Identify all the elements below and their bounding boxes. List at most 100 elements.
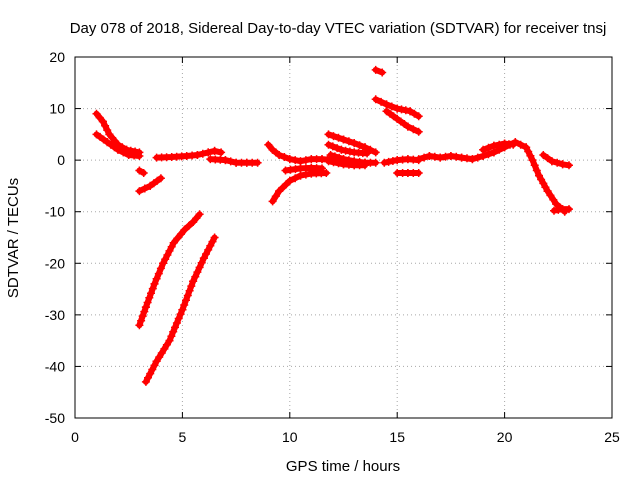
plus-marker [414, 169, 423, 177]
plus-marker [329, 158, 338, 167]
plus-marker [468, 155, 477, 164]
plus-marker [553, 158, 562, 167]
plus-marker [199, 254, 208, 263]
plus-marker [119, 148, 128, 157]
plus-marker [329, 132, 338, 141]
plus-marker [161, 255, 170, 264]
series-track-06 [141, 233, 219, 386]
plus-marker [397, 105, 406, 114]
series-track-11 [281, 163, 326, 175]
plus-marker [420, 153, 429, 162]
plus-marker [547, 157, 556, 166]
series-track-17 [371, 95, 423, 121]
plus-marker [177, 230, 185, 239]
data-series-layer [92, 65, 573, 386]
plus-marker [148, 284, 157, 293]
plus-marker [522, 143, 531, 152]
series-track-03 [135, 166, 148, 177]
plus-marker [516, 140, 525, 149]
y-tick-label: 0 [57, 152, 65, 168]
series-track-12 [324, 130, 380, 157]
plus-marker [163, 251, 172, 259]
plus-marker [524, 147, 533, 156]
y-tick-label: -40 [45, 358, 65, 374]
plus-marker [150, 361, 159, 370]
plus-marker [141, 303, 150, 312]
x-tick-label: 5 [179, 429, 187, 445]
plus-marker [275, 151, 284, 159]
plus-marker [157, 349, 166, 357]
plus-marker [280, 153, 289, 161]
series-track-16 [371, 65, 387, 77]
plus-marker [137, 316, 146, 325]
plus-marker [101, 121, 110, 130]
plus-marker [140, 307, 149, 316]
plus-marker [410, 109, 419, 118]
plus-marker [554, 205, 563, 214]
plus-marker [526, 151, 535, 160]
plus-marker [176, 310, 185, 319]
plus-marker [204, 245, 213, 254]
series-track-08 [206, 155, 262, 167]
plus-marker [221, 156, 230, 165]
plus-marker [528, 156, 537, 165]
series-track-07 [152, 146, 226, 162]
plus-marker [425, 152, 434, 160]
plus-marker [172, 319, 181, 327]
plus-marker [382, 100, 391, 109]
plus-marker [337, 145, 346, 154]
plus-marker [206, 241, 215, 250]
x-tick-label: 20 [497, 429, 513, 445]
plus-marker [441, 152, 450, 161]
plus-marker [296, 157, 305, 166]
plus-marker [145, 293, 154, 302]
plus-marker [165, 336, 174, 345]
tick-labels: 0 5 10 15 20 25 -50 -40 -30 -20 -10 0 10 20 [45, 49, 620, 445]
plus-marker [195, 210, 204, 219]
plus-marker [324, 157, 333, 166]
y-tick-label: -10 [45, 204, 65, 220]
plus-marker [384, 157, 393, 166]
plus-marker [414, 155, 423, 164]
plus-marker [543, 187, 552, 196]
plus-marker [371, 65, 380, 74]
plus-marker [330, 152, 339, 161]
plus-marker [271, 192, 280, 201]
plus-marker [436, 153, 445, 162]
series-track-01 [92, 109, 144, 157]
plus-marker [393, 104, 402, 113]
plus-marker [539, 151, 548, 159]
plus-marker [509, 140, 518, 149]
plus-marker [333, 144, 342, 153]
plus-marker [414, 112, 423, 121]
plus-marker [146, 369, 155, 378]
plus-marker [191, 272, 200, 281]
plus-marker [169, 327, 178, 336]
x-tick-label: 10 [282, 429, 298, 445]
plus-marker [484, 143, 493, 152]
plus-marker [565, 205, 573, 214]
plus-marker [452, 152, 461, 161]
series-track-02 [92, 130, 144, 160]
plus-marker [185, 286, 194, 295]
plus-marker [409, 125, 418, 134]
plus-marker [210, 233, 219, 242]
plus-marker [341, 146, 350, 155]
plus-marker [103, 126, 112, 135]
plus-marker [226, 157, 235, 166]
y-tick-label: -20 [45, 255, 65, 271]
plus-marker [169, 238, 178, 247]
plus-marker [350, 139, 359, 148]
plus-marker [285, 176, 294, 185]
plus-marker [361, 161, 369, 170]
plus-marker [543, 154, 552, 163]
plus-marker [268, 197, 277, 206]
plus-marker [264, 140, 273, 149]
plus-marker [197, 258, 206, 267]
plot-area [92, 65, 573, 386]
plus-marker [141, 377, 150, 386]
y-tick-label: 10 [49, 101, 65, 117]
plus-marker [189, 277, 198, 286]
plus-marker [143, 298, 152, 307]
plus-marker [532, 166, 541, 175]
